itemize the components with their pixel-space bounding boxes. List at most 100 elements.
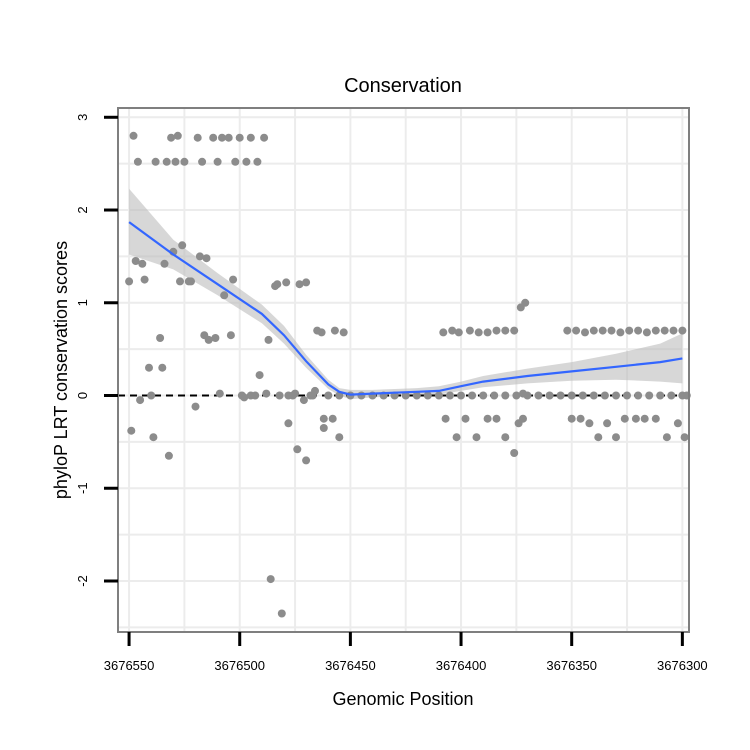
data-point xyxy=(492,326,501,335)
data-point xyxy=(324,391,333,400)
data-point xyxy=(423,391,432,400)
data-point xyxy=(160,259,169,268)
data-point xyxy=(660,326,669,335)
data-point xyxy=(330,326,339,335)
data-point xyxy=(204,335,213,344)
data-point xyxy=(465,326,474,335)
data-point xyxy=(651,414,660,423)
data-point xyxy=(264,335,273,344)
data-point xyxy=(262,389,271,398)
plot-panel-border xyxy=(117,107,690,633)
data-point xyxy=(669,326,678,335)
data-point xyxy=(412,391,421,400)
data-point xyxy=(448,326,457,335)
data-point xyxy=(452,433,461,442)
data-point xyxy=(226,331,235,340)
data-point xyxy=(479,391,488,400)
data-point xyxy=(673,419,682,428)
data-point xyxy=(211,334,220,342)
data-point xyxy=(151,157,160,166)
data-point xyxy=(277,609,286,618)
y-tick-label: -2 xyxy=(75,575,90,587)
data-point xyxy=(545,391,554,400)
data-point xyxy=(184,277,193,286)
data-point xyxy=(616,328,625,337)
data-point xyxy=(667,391,676,400)
data-point xyxy=(651,326,660,335)
data-point xyxy=(136,396,145,405)
data-point xyxy=(514,419,523,428)
data-point xyxy=(129,131,138,140)
data-point xyxy=(510,326,519,335)
data-point xyxy=(607,326,616,335)
data-point xyxy=(162,157,171,166)
data-point xyxy=(198,157,207,166)
data-point xyxy=(215,389,224,398)
data-point xyxy=(195,252,204,261)
data-point xyxy=(145,363,153,372)
x-tick-label: 3676350 xyxy=(546,658,597,673)
data-point xyxy=(572,326,581,335)
data-point xyxy=(468,391,477,400)
data-point xyxy=(357,391,366,400)
data-point xyxy=(600,391,609,400)
data-point xyxy=(519,389,527,398)
data-point xyxy=(563,326,572,335)
data-point xyxy=(510,449,519,457)
data-point xyxy=(501,433,510,442)
confidence-band-layer xyxy=(129,188,683,400)
data-point xyxy=(302,456,311,465)
y-axis-title: phyloP LRT conservation scores xyxy=(51,241,71,499)
data-point xyxy=(273,280,282,289)
data-point xyxy=(295,280,304,289)
data-point xyxy=(642,328,651,337)
data-point xyxy=(656,391,665,400)
data-point xyxy=(125,277,134,286)
data-point xyxy=(678,326,687,335)
data-point xyxy=(680,433,689,442)
data-point xyxy=(501,326,510,335)
data-point xyxy=(474,328,483,337)
data-point xyxy=(173,131,182,140)
data-point xyxy=(202,254,211,263)
data-point xyxy=(483,328,492,337)
data-point xyxy=(260,133,269,142)
data-point xyxy=(291,389,300,398)
data-point xyxy=(293,445,302,454)
data-point xyxy=(594,433,603,442)
data-point xyxy=(501,391,510,400)
data-point xyxy=(133,157,142,166)
smooth-trend-line xyxy=(128,221,683,396)
data-point xyxy=(589,391,598,400)
data-point xyxy=(319,414,328,423)
data-point xyxy=(603,419,612,428)
data-point xyxy=(512,391,521,400)
data-point xyxy=(567,391,576,400)
data-point xyxy=(209,133,218,142)
data-point xyxy=(335,391,344,400)
data-point xyxy=(317,328,326,337)
data-point xyxy=(328,414,337,423)
data-point xyxy=(634,391,643,400)
y-tick-label: 0 xyxy=(75,392,90,399)
data-point xyxy=(521,298,530,307)
data-point xyxy=(589,326,598,335)
data-point xyxy=(461,414,470,423)
data-point xyxy=(620,414,629,423)
data-point xyxy=(240,393,249,402)
data-point xyxy=(457,391,465,400)
data-point xyxy=(138,259,147,268)
data-point xyxy=(434,391,443,400)
data-point xyxy=(218,133,226,142)
data-point xyxy=(483,414,492,423)
data-point xyxy=(229,275,238,284)
data-point xyxy=(446,391,454,400)
data-point xyxy=(253,157,262,166)
data-point xyxy=(156,334,165,342)
x-tick-label: 3676400 xyxy=(436,658,487,673)
data-point xyxy=(492,414,501,423)
data-point xyxy=(612,391,620,400)
data-point xyxy=(534,391,543,400)
data-point xyxy=(251,391,260,400)
data-point xyxy=(224,133,233,142)
